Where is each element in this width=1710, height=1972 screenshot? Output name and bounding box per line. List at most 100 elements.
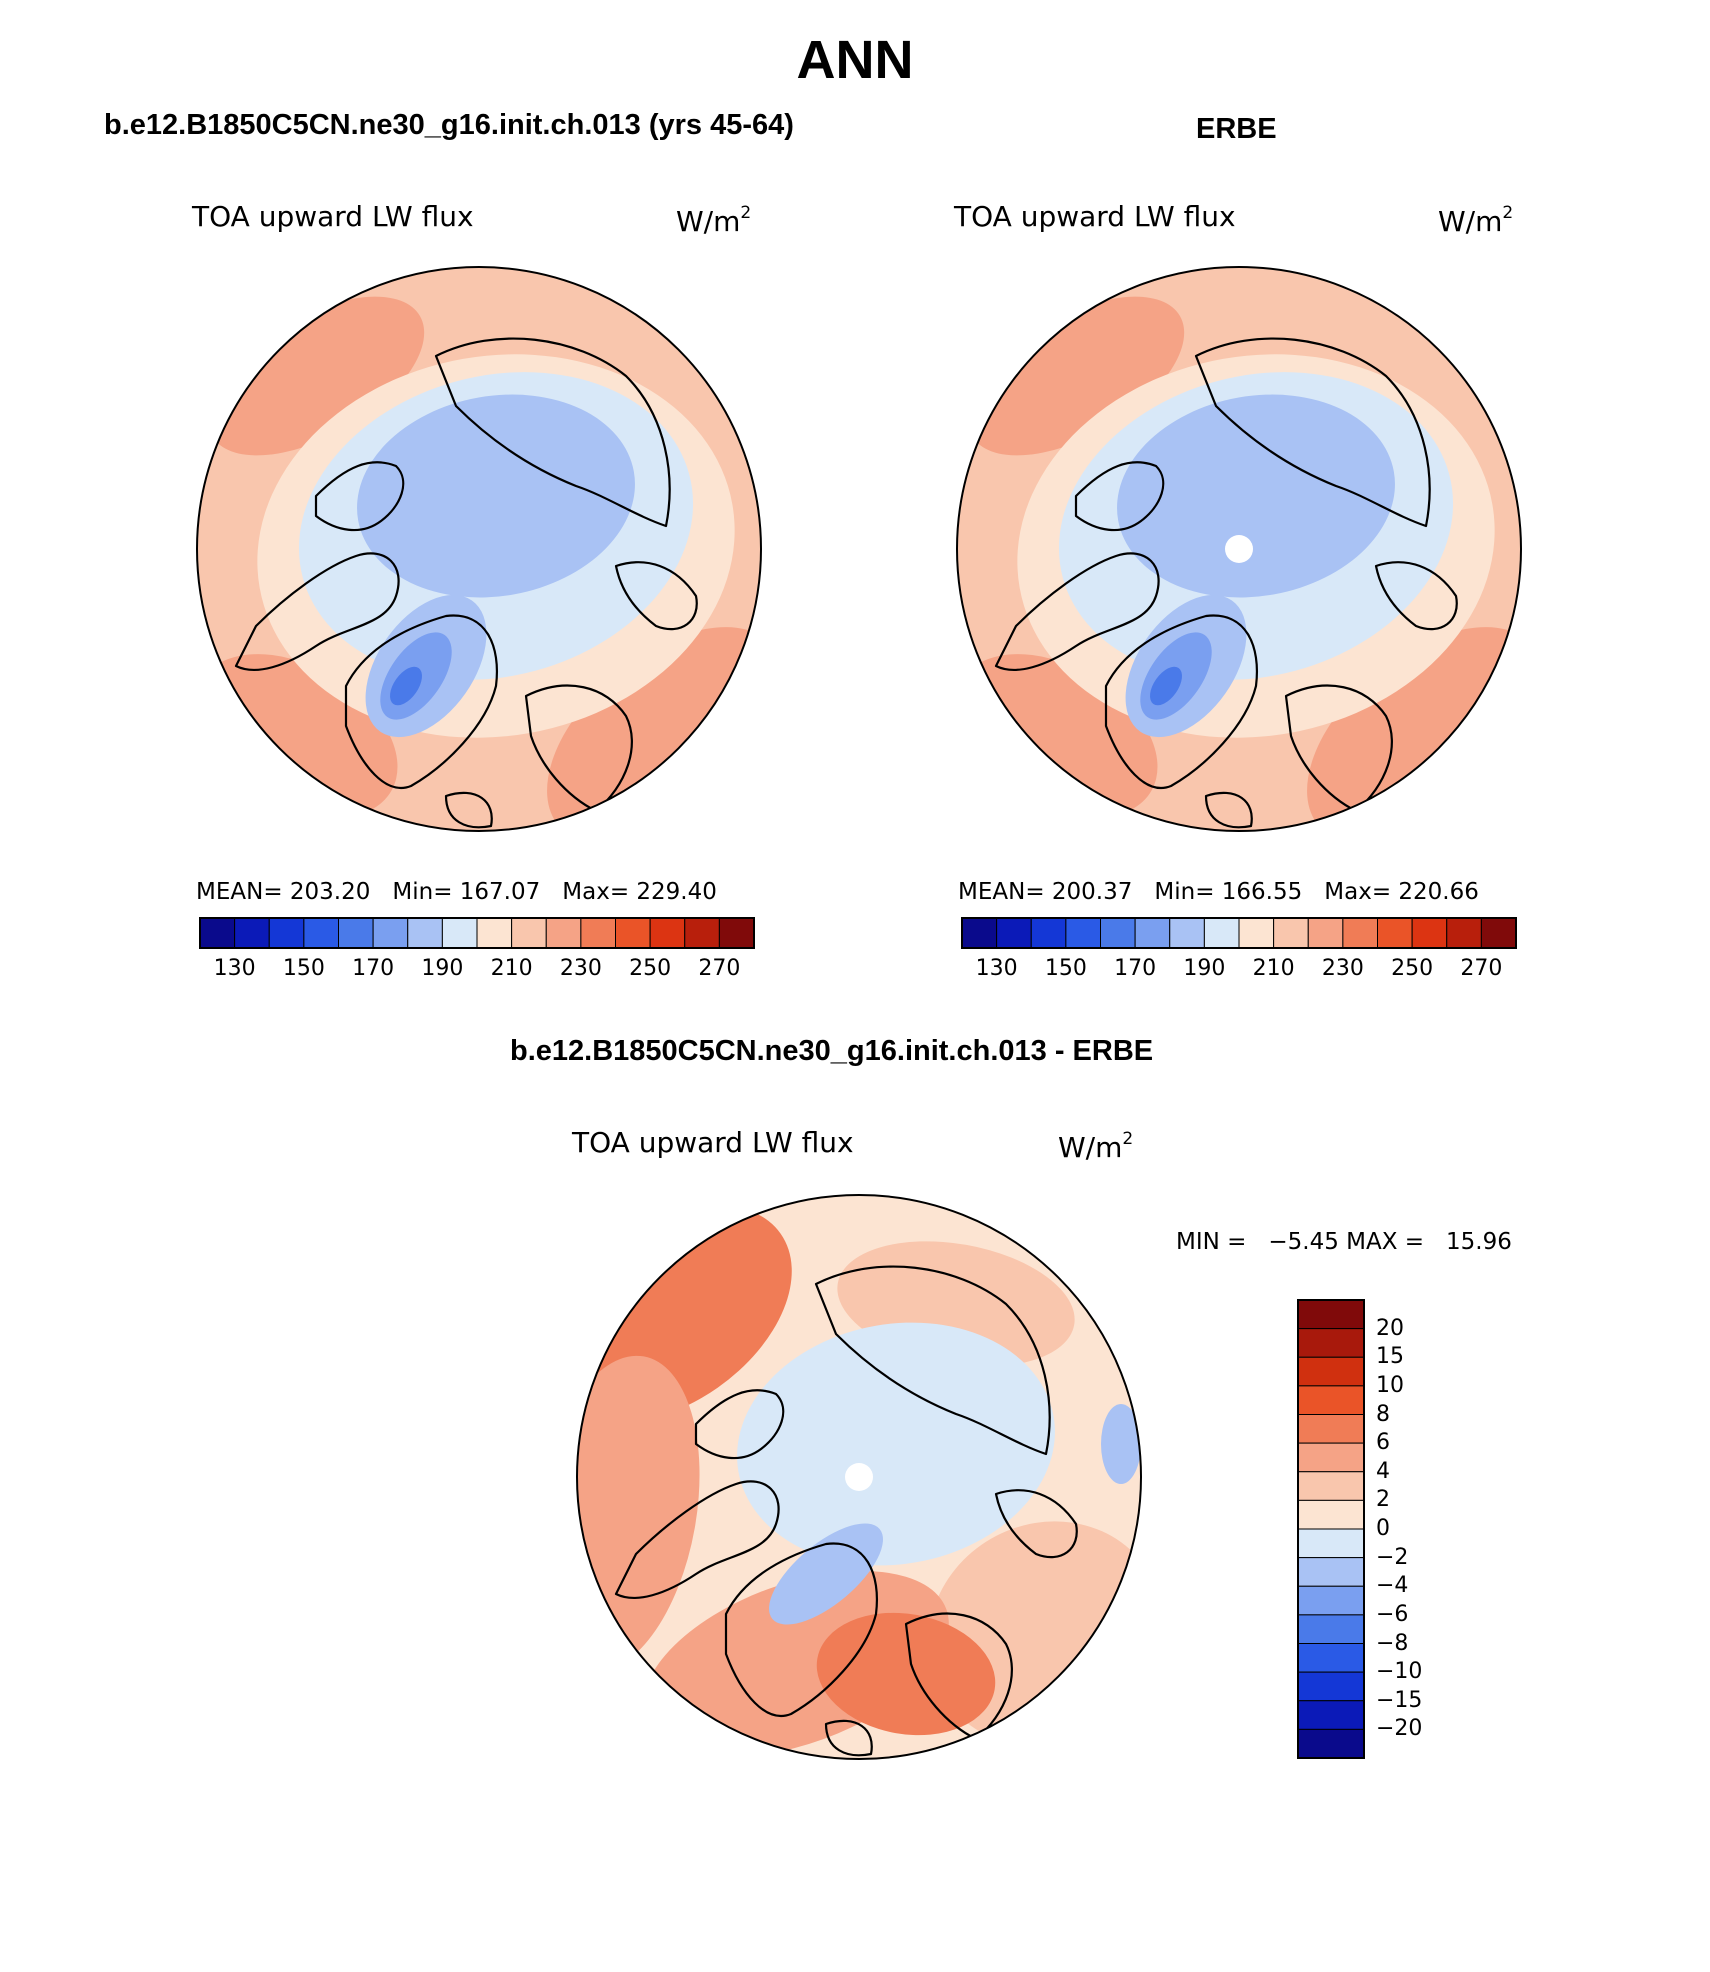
min-value-model: Min= 167.07 <box>392 879 541 905</box>
colorbar-swatch <box>1030 917 1067 949</box>
colorbar-swatch <box>199 917 236 949</box>
mean-value-model: MEAN= 203.20 <box>196 879 371 905</box>
colorbar-swatch <box>1297 1414 1365 1444</box>
panel-title-diff: b.e12.B1850C5CN.ne30_g16.init.ch.013 - E… <box>510 1035 1154 1067</box>
colorbar-swatch <box>1297 1385 1365 1415</box>
colorbar-swatch <box>1065 917 1101 949</box>
colorbar-swatch <box>1297 1557 1365 1587</box>
colorbar-tick-label: 15 <box>1376 1344 1404 1370</box>
figure-title: ANN <box>796 30 914 90</box>
colorbar-swatch <box>684 917 720 949</box>
colorbar-swatch <box>580 917 616 949</box>
colorbar-tick-label: 20 <box>1376 1315 1404 1341</box>
colorbar-swatch <box>1480 917 1517 949</box>
stats-obs: MEAN= 200.37 Min= 166.55 Max= 220.66 <box>958 878 1479 906</box>
colorbar-labels-model: 130 150 170 190 210 230 250 270 <box>200 956 754 986</box>
colorbar-diff <box>1297 1299 1365 1759</box>
colorbar-swatch <box>1297 1643 1365 1673</box>
colorbar-tick-label: 6 <box>1376 1430 1390 1456</box>
colorbar-tick-label: −6 <box>1376 1601 1409 1627</box>
colorbar-swatch <box>615 917 651 949</box>
colorbar-swatch <box>1134 917 1171 949</box>
colorbar-tick-label: 10 <box>1376 1372 1404 1398</box>
min-value-obs: Min= 166.55 <box>1154 879 1303 905</box>
colorbar-swatch <box>649 917 686 949</box>
colorbar-model <box>199 917 755 949</box>
colorbar-tick-label: 210 <box>490 956 533 981</box>
colorbar-swatch <box>1169 917 1205 949</box>
colorbar-swatch <box>303 917 339 949</box>
colorbar-swatch <box>1297 1442 1365 1473</box>
colorbar-swatch <box>407 917 443 949</box>
colorbar-tick-label: 4 <box>1376 1458 1390 1484</box>
colorbar-tick-label: −4 <box>1376 1573 1409 1599</box>
colorbar-tick-label: 230 <box>1321 956 1364 981</box>
units-label-obs: W/m2 <box>1438 203 1514 238</box>
colorbar-swatch <box>372 917 409 949</box>
colorbar-swatch <box>1411 917 1448 949</box>
colorbar-swatch <box>961 917 998 949</box>
colorbar-tick-label: 8 <box>1376 1401 1390 1427</box>
colorbar-tick-label: 190 <box>1183 956 1226 981</box>
mean-value-obs: MEAN= 200.37 <box>958 879 1133 905</box>
colorbar-swatch <box>1297 1671 1365 1702</box>
minmax-diff: MIN = −5.45 MAX = 15.96 <box>1176 1229 1512 1255</box>
colorbar-tick-label: −20 <box>1376 1716 1423 1742</box>
colorbar-tick-label: 210 <box>1252 956 1295 981</box>
colorbar-swatch <box>996 917 1032 949</box>
colorbar-tick-label: 270 <box>698 956 741 981</box>
colorbar-swatch <box>1297 1728 1365 1759</box>
colorbar-tick-label: 250 <box>629 956 672 981</box>
max-value-model: Max= 229.40 <box>562 879 717 905</box>
colorbar-swatch <box>1342 917 1378 949</box>
max-value-obs: Max= 220.66 <box>1324 879 1479 905</box>
colorbar-swatch <box>234 917 270 949</box>
colorbar-swatch <box>718 917 755 949</box>
colorbar-tick-label: 170 <box>352 956 395 981</box>
colorbar-tick-label: −10 <box>1376 1659 1423 1685</box>
variable-label-diff: TOA upward LW flux <box>572 1126 854 1159</box>
colorbar-swatch <box>1203 917 1240 949</box>
colorbar-swatch <box>1297 1328 1365 1358</box>
units-label-diff: W/m2 <box>1058 1129 1134 1164</box>
colorbar-tick-label: 190 <box>421 956 464 981</box>
colorbar-tick-label: 230 <box>559 956 602 981</box>
colorbar-swatch <box>1297 1499 1365 1530</box>
colorbar-tick-label: 2 <box>1376 1487 1390 1513</box>
units-label-model: W/m2 <box>676 203 752 238</box>
colorbar-tick-label: 130 <box>975 956 1018 981</box>
colorbar-tick-label: −8 <box>1376 1630 1409 1656</box>
colorbar-tick-label: 150 <box>282 956 325 981</box>
colorbar-swatch <box>1100 917 1136 949</box>
polar-map-diff <box>576 1194 1142 1760</box>
colorbar-tick-label: 170 <box>1114 956 1157 981</box>
colorbar-swatch <box>1446 917 1482 949</box>
colorbar-tick-label: −2 <box>1376 1544 1409 1570</box>
colorbar-obs <box>961 917 1517 949</box>
colorbar-tick-label: 270 <box>1460 956 1503 981</box>
colorbar-swatch <box>1307 917 1344 949</box>
panel-title-model: b.e12.B1850C5CN.ne30_g16.init.ch.013 (yr… <box>104 109 794 141</box>
colorbar-tick-label: −15 <box>1376 1687 1423 1713</box>
colorbar-swatch <box>1297 1528 1365 1559</box>
colorbar-labels-obs: 130 150 170 190 210 230 250 270 <box>962 956 1516 986</box>
polar-map-model <box>196 266 762 832</box>
stats-model: MEAN= 203.20 Min= 167.07 Max= 229.40 <box>196 878 717 906</box>
colorbar-swatch <box>1273 917 1309 949</box>
colorbar-tick-label: 150 <box>1044 956 1087 981</box>
colorbar-swatch <box>476 917 513 949</box>
colorbar-swatch <box>545 917 582 949</box>
colorbar-swatch <box>1297 1585 1365 1616</box>
colorbar-swatch <box>511 917 547 949</box>
colorbar-swatch <box>1297 1700 1365 1730</box>
colorbar-tick-label: 0 <box>1376 1516 1390 1541</box>
colorbar-tick-label: 250 <box>1391 956 1434 981</box>
colorbar-swatch <box>1297 1614 1365 1644</box>
colorbar-swatch <box>441 917 478 949</box>
polar-map-obs <box>956 266 1522 832</box>
panel-title-obs: ERBE <box>1196 113 1277 145</box>
colorbar-swatch <box>1297 1299 1365 1330</box>
colorbar-swatch <box>1297 1356 1365 1387</box>
colorbar-swatch <box>268 917 305 949</box>
variable-label-model: TOA upward LW flux <box>192 200 474 233</box>
